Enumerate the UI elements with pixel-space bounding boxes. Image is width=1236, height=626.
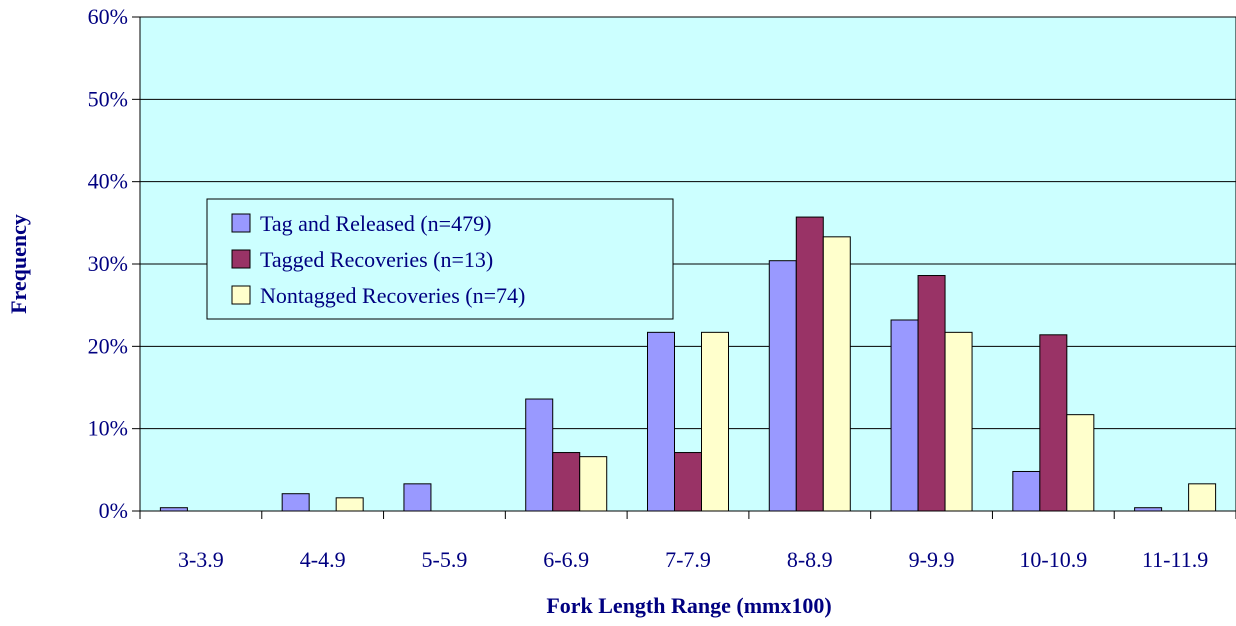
y-tick-label: 50% xyxy=(88,86,128,111)
bar xyxy=(647,331,675,512)
y-tick-label: 0% xyxy=(99,498,128,523)
x-tick-label: 5-5.9 xyxy=(422,547,468,572)
legend: Tag and Released (n=479) Tagged Recoverie… xyxy=(206,198,674,320)
x-tick-label: 4-4.9 xyxy=(300,547,346,572)
axes xyxy=(132,16,1236,519)
x-tick-label: 7-7.9 xyxy=(665,547,711,572)
legend-swatch xyxy=(231,285,251,305)
bar xyxy=(1039,334,1068,512)
bar xyxy=(552,452,581,512)
legend-swatch xyxy=(231,213,251,233)
x-tick-label: 11-11.9 xyxy=(1142,547,1208,572)
legend-label: Nontagged Recoveries (n=74) xyxy=(260,283,525,308)
y-tick-label: 40% xyxy=(88,169,128,194)
series-2 xyxy=(552,216,1068,512)
bars xyxy=(159,216,1217,512)
bar xyxy=(1066,414,1095,512)
y-tick-labels: 0% 10% 20% 30% 40% 50% 60% xyxy=(88,4,128,523)
y-tick-label: 20% xyxy=(88,333,128,358)
bar xyxy=(525,398,554,512)
bar xyxy=(944,331,973,512)
bar xyxy=(701,331,729,512)
bar xyxy=(1012,470,1041,512)
bar xyxy=(579,456,608,512)
x-tick-label: 8-8.9 xyxy=(787,547,833,572)
y-axis-title: Frequency xyxy=(6,214,31,314)
legend-swatch xyxy=(231,249,251,269)
bar xyxy=(768,260,797,512)
x-tick-label: 3-3.9 xyxy=(178,547,224,572)
x-tick-label: 6-6.9 xyxy=(543,547,589,572)
y-tick-label: 60% xyxy=(88,4,128,29)
legend-box xyxy=(206,198,674,320)
bar xyxy=(890,319,919,512)
bar xyxy=(822,236,851,512)
bar xyxy=(917,275,946,512)
y-tick-label: 30% xyxy=(88,251,128,276)
legend-label: Tagged Recoveries (n=13) xyxy=(260,247,493,272)
bar xyxy=(674,452,702,512)
y-tick-label: 10% xyxy=(88,416,128,441)
x-tick-labels: 3-3.9 4-4.9 5-5.9 6-6.9 7-7.9 8-8.9 9-9.9 10-10… xyxy=(178,547,1208,572)
bar xyxy=(335,497,364,512)
bar xyxy=(403,483,432,512)
bar xyxy=(1188,483,1217,512)
x-axis-title: Fork Length Range (mmx100) xyxy=(546,593,831,618)
series-3 xyxy=(335,236,1217,512)
x-tick-label: 9-9.9 xyxy=(909,547,955,572)
legend-label: Tag and Released (n=479) xyxy=(260,211,491,236)
bar xyxy=(795,216,824,512)
series-1 xyxy=(159,260,1163,512)
bar xyxy=(281,493,310,512)
x-tick-label: 10-10.9 xyxy=(1019,547,1087,572)
